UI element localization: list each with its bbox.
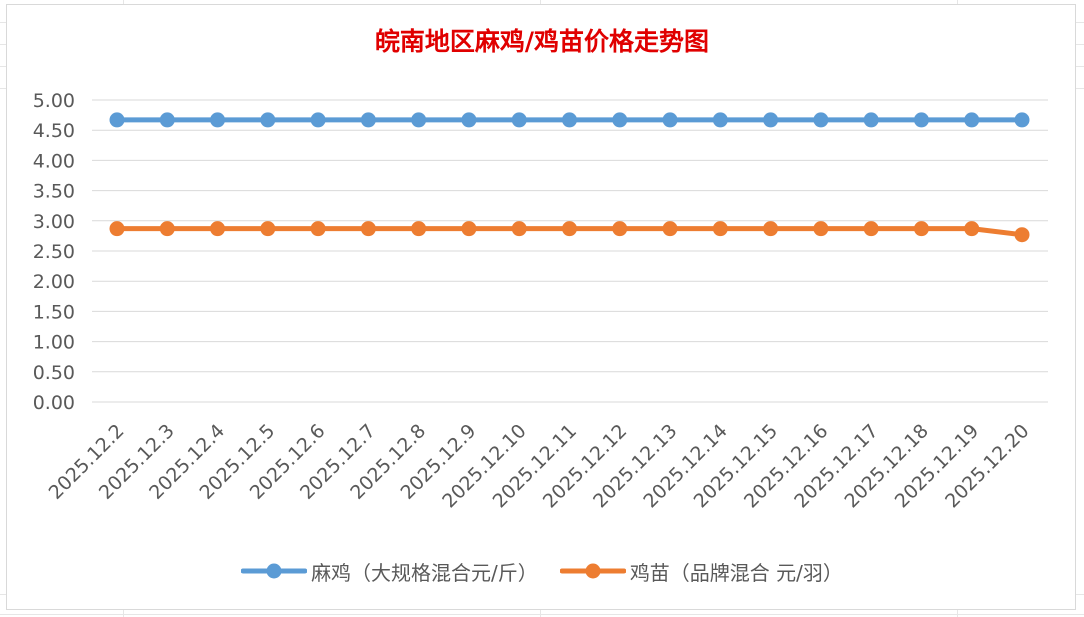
x-axis-tick-labels: 2025.12.22025.12.32025.12.42025.12.52025…: [45, 420, 1034, 512]
data-point[interactable]: [612, 112, 628, 128]
legend-marker-icon: [559, 563, 626, 579]
data-point[interactable]: [763, 221, 779, 237]
data-point[interactable]: [863, 221, 879, 237]
y-tick-label: 4.00: [33, 150, 75, 172]
data-point[interactable]: [1014, 227, 1030, 243]
data-point[interactable]: [461, 221, 477, 237]
y-tick-label: 0.50: [33, 362, 75, 384]
data-point[interactable]: [159, 112, 175, 128]
y-tick-label: 3.00: [33, 211, 75, 233]
data-point[interactable]: [511, 112, 527, 128]
data-point[interactable]: [159, 221, 175, 237]
data-point[interactable]: [813, 221, 829, 237]
chart-title: 皖南地区麻鸡/鸡苗价格走势图: [375, 27, 709, 56]
legend-label: 鸡苗（品牌混合 元/羽）: [629, 560, 843, 585]
data-point[interactable]: [260, 221, 276, 237]
data-point[interactable]: [109, 112, 125, 128]
gridlines: [92, 99, 1048, 403]
data-point[interactable]: [260, 112, 276, 128]
y-tick-label: 3.50: [33, 181, 75, 203]
data-point[interactable]: [411, 112, 427, 128]
data-point[interactable]: [411, 221, 427, 237]
y-tick-label: 2.50: [33, 241, 75, 263]
data-point[interactable]: [310, 112, 326, 128]
data-point[interactable]: [913, 112, 929, 128]
data-point[interactable]: [210, 112, 226, 128]
data-point[interactable]: [310, 221, 326, 237]
y-tick-label: 1.00: [33, 332, 75, 354]
y-tick-label: 1.50: [33, 301, 75, 323]
data-point[interactable]: [109, 221, 125, 237]
data-point[interactable]: [863, 112, 879, 128]
data-point[interactable]: [964, 112, 980, 128]
data-point[interactable]: [662, 221, 678, 237]
data-point[interactable]: [612, 221, 628, 237]
legend: 麻鸡（大规格混合元/斤） 鸡苗（品牌混合 元/羽）: [0, 556, 1084, 586]
legend-label: 麻鸡（大规格混合元/斤）: [311, 560, 538, 585]
data-point[interactable]: [913, 221, 929, 237]
series-lines: [109, 112, 1030, 243]
data-point[interactable]: [662, 112, 678, 128]
y-tick-label: 0.00: [33, 392, 75, 414]
legend-item-series-1[interactable]: 麻鸡（大规格混合元/斤）: [241, 557, 538, 586]
data-point[interactable]: [562, 112, 577, 128]
y-axis-tick-labels: 0.00 0.50 1.00 1.50 2.00 2.50 3.00 3.50 4.00 4.50…: [33, 90, 75, 414]
chart-area[interactable]: [6, 4, 1076, 610]
data-point[interactable]: [964, 221, 980, 237]
data-point[interactable]: [562, 221, 577, 237]
data-point[interactable]: [360, 112, 376, 128]
y-tick-label: 4.50: [33, 120, 75, 142]
series-1: [109, 112, 1030, 128]
data-point[interactable]: [461, 112, 477, 128]
data-point[interactable]: [210, 221, 226, 237]
y-tick-label: 2.00: [33, 271, 75, 293]
data-point[interactable]: [763, 112, 779, 128]
data-point[interactable]: [813, 112, 829, 128]
data-point[interactable]: [1014, 112, 1030, 128]
y-tick-label: 5.00: [33, 90, 75, 112]
data-point[interactable]: [712, 112, 728, 128]
legend-marker-icon: [241, 563, 308, 579]
series-2: [109, 221, 1030, 243]
data-point[interactable]: [712, 221, 728, 237]
legend-item-series-2[interactable]: 鸡苗（品牌混合 元/羽）: [559, 557, 843, 586]
data-point[interactable]: [511, 221, 527, 237]
data-point[interactable]: [360, 221, 376, 237]
